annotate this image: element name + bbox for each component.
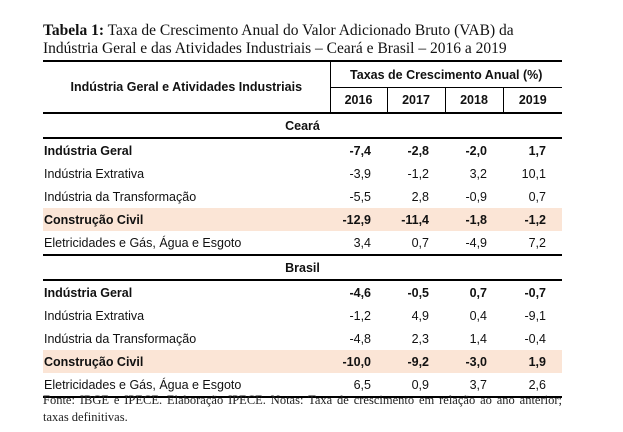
table-row: Construção Civil -12,9 -11,4 -1,8 -1,2 xyxy=(43,208,562,231)
row-label: Indústria Geral xyxy=(44,285,133,300)
row-label: Indústria Extrativa xyxy=(44,166,145,181)
value-cell: 0,7 xyxy=(411,235,429,250)
row-label: Indústria da Transformação xyxy=(44,189,197,204)
footnote: Fonte: IBGE e IPECE. Elaboração IPECE. N… xyxy=(43,393,562,424)
value-cell: -0,4 xyxy=(524,331,546,346)
section-title: Ceará xyxy=(285,118,320,133)
value-cell: -4,8 xyxy=(349,331,371,346)
value-cell: -9,1 xyxy=(524,308,546,323)
year-header: 2017 xyxy=(386,87,445,113)
value-cell: 0,7 xyxy=(469,285,487,300)
caption-text: Taxa de Crescimento Anual do Valor Adici… xyxy=(43,22,514,57)
value-cell: -10,0 xyxy=(330,350,387,373)
value-cell: -1,2 xyxy=(407,166,429,181)
value-cell: -4,9 xyxy=(465,235,487,250)
table-row: Construção Civil -10,0 -9,2 -3,0 1,9 xyxy=(43,350,562,373)
value-cell: 0,7 xyxy=(528,189,546,204)
value-cell: 3,4 xyxy=(353,235,371,250)
table-row: Indústria Extrativa -1,2 4,9 0,4 -9,1 xyxy=(43,304,562,327)
value-cell: -9,2 xyxy=(387,350,445,373)
table-row: Eletricidades e Gás, Água e Esgoto 3,4 0,7… xyxy=(43,231,562,255)
value-cell: 7,2 xyxy=(528,235,546,250)
row-label: Indústria Geral xyxy=(44,143,133,158)
value-cell: 2,8 xyxy=(411,189,429,204)
value-cell: -1,2 xyxy=(503,208,562,231)
table-row: Indústria Geral -4,6 -0,5 0,7 -0,7 xyxy=(43,280,562,304)
section-row: Brasil xyxy=(43,255,562,280)
row-label: Construção Civil xyxy=(43,350,330,373)
year-header: 2016 xyxy=(329,87,387,113)
row-label: Construção Civil xyxy=(43,208,330,231)
value-cell: 1,4 xyxy=(469,331,487,346)
year-header: 2019 xyxy=(502,87,562,113)
value-cell: -11,4 xyxy=(387,208,445,231)
value-cell: 0,9 xyxy=(411,377,429,392)
row-label: Indústria Extrativa xyxy=(44,308,145,323)
growth-table: Indústria Geral e Atividades Industriais… xyxy=(43,60,562,398)
value-cell: -3,0 xyxy=(445,350,503,373)
value-cell: -5,5 xyxy=(349,189,371,204)
table-row: Indústria Geral -7,4 -2,8 -2,0 1,7 xyxy=(43,138,562,162)
group-header: Taxas de Crescimento Anual (%) xyxy=(329,61,562,88)
section-title: Brasil xyxy=(285,260,320,275)
value-cell: 2,3 xyxy=(411,331,429,346)
table-row: Eletricidades e Gás, Água e Esgoto 6,5 0,9… xyxy=(43,373,562,397)
row-label-header: Indústria Geral e Atividades Industriais xyxy=(43,61,330,114)
value-cell: 0,4 xyxy=(469,308,487,323)
row-label: Eletricidades e Gás, Água e Esgoto xyxy=(44,377,242,392)
value-cell: -7,4 xyxy=(349,143,371,158)
table-row: Indústria da Transformação -4,8 2,3 1,4 -0,4 xyxy=(43,327,562,350)
value-cell: 4,9 xyxy=(411,308,429,323)
value-cell: -4,6 xyxy=(349,285,371,300)
section-row: Ceará xyxy=(43,113,562,138)
value-cell: 2,6 xyxy=(528,377,546,392)
value-cell: -1,2 xyxy=(349,308,371,323)
value-cell: -1,8 xyxy=(445,208,503,231)
table-row: Indústria da Transformação -5,5 2,8 -0,9 0,7 xyxy=(43,185,562,208)
value-cell: -12,9 xyxy=(330,208,387,231)
caption-label: Tabela 1: xyxy=(43,22,105,39)
value-cell: 1,7 xyxy=(528,143,546,158)
value-cell: 3,7 xyxy=(469,377,487,392)
value-cell: -0,9 xyxy=(465,189,487,204)
value-cell: -0,7 xyxy=(524,285,546,300)
row-label: Indústria da Transformação xyxy=(44,331,197,346)
table-caption: Tabela 1: Taxa de Crescimento Anual do V… xyxy=(43,22,563,58)
value-cell: -0,5 xyxy=(407,285,429,300)
row-label: Eletricidades e Gás, Água e Esgoto xyxy=(44,235,242,250)
value-cell: 1,9 xyxy=(503,350,562,373)
value-cell: -2,8 xyxy=(407,143,429,158)
value-cell: 3,2 xyxy=(469,166,487,181)
value-cell: 6,5 xyxy=(353,377,371,392)
value-cell: -3,9 xyxy=(349,166,371,181)
value-cell: 10,1 xyxy=(521,166,546,181)
value-cell: -2,0 xyxy=(465,143,487,158)
year-header: 2018 xyxy=(444,87,503,113)
table-row: Indústria Extrativa -3,9 -1,2 3,2 10,1 xyxy=(43,162,562,185)
